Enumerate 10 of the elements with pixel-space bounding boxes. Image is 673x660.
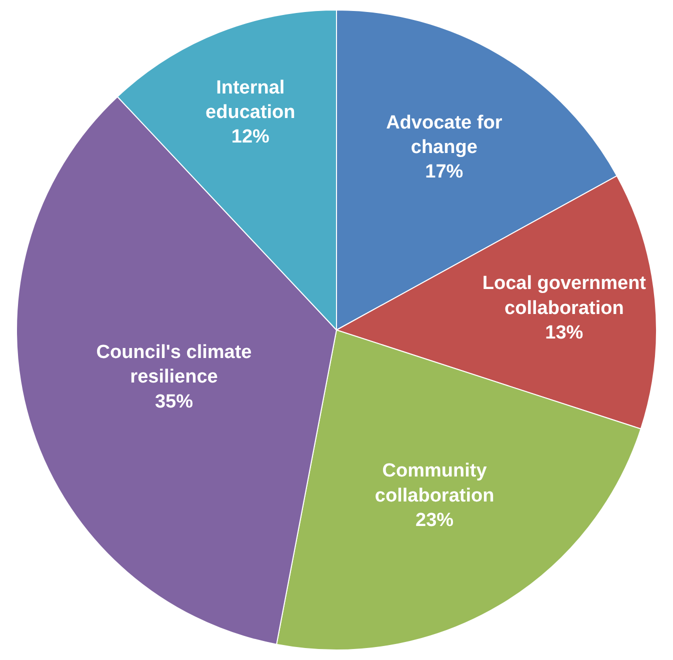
data-label: 12% — [231, 126, 270, 148]
data-label: 17% — [425, 162, 464, 183]
data-label: 35% — [154, 391, 194, 412]
slice-label: Internal education — [206, 77, 296, 124]
data-label: 13% — [545, 322, 584, 344]
slice-label: Local government collaboration — [482, 273, 647, 319]
data-label: 23% — [416, 510, 454, 531]
slice-label: Council's climate resilience — [96, 342, 252, 388]
slice-label: Advocate for change — [386, 112, 503, 158]
slice-label: Community collaboration — [374, 460, 494, 506]
